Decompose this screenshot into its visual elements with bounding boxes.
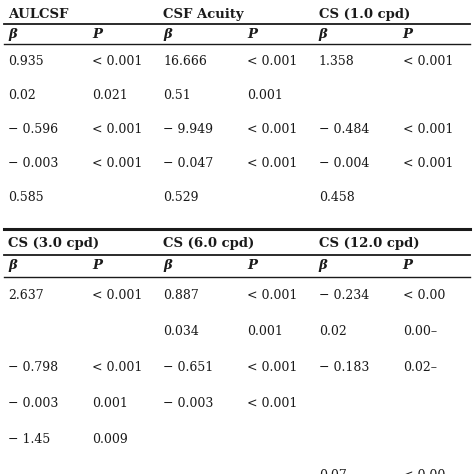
Text: 2.637: 2.637 xyxy=(8,289,44,302)
Text: CS (3.0 cpd): CS (3.0 cpd) xyxy=(8,237,99,250)
Text: P: P xyxy=(92,259,102,272)
Text: − 0.651: − 0.651 xyxy=(164,361,214,374)
Text: − 0.183: − 0.183 xyxy=(319,361,369,374)
Text: 0.585: 0.585 xyxy=(8,191,44,204)
Text: CS (1.0 cpd): CS (1.0 cpd) xyxy=(319,8,410,21)
Text: P: P xyxy=(247,28,257,41)
Text: < 0.001: < 0.001 xyxy=(247,157,298,170)
Text: < 0.00: < 0.00 xyxy=(403,289,445,302)
Text: < 0.001: < 0.001 xyxy=(247,123,298,136)
Text: 0.458: 0.458 xyxy=(319,191,355,204)
Text: β: β xyxy=(164,259,172,272)
Text: − 0.484: − 0.484 xyxy=(319,123,369,136)
Text: β: β xyxy=(8,259,17,272)
Text: 0.02–: 0.02– xyxy=(403,361,437,374)
Text: CS (12.0 cpd): CS (12.0 cpd) xyxy=(319,237,419,250)
Text: < 0.001: < 0.001 xyxy=(247,397,298,410)
Text: − 0.003: − 0.003 xyxy=(164,397,214,410)
Text: < 0.001: < 0.001 xyxy=(92,55,142,68)
Text: 0.887: 0.887 xyxy=(164,289,199,302)
Text: 1.358: 1.358 xyxy=(319,55,355,68)
Text: − 0.047: − 0.047 xyxy=(164,157,214,170)
Text: < 0.001: < 0.001 xyxy=(92,123,142,136)
Text: 0.07: 0.07 xyxy=(319,469,346,474)
Text: 0.935: 0.935 xyxy=(8,55,44,68)
Text: P: P xyxy=(92,28,102,41)
Text: < 0.001: < 0.001 xyxy=(403,157,453,170)
Text: β: β xyxy=(319,259,328,272)
Text: − 0.003: − 0.003 xyxy=(8,157,58,170)
Text: 0.001: 0.001 xyxy=(247,325,283,338)
Text: β: β xyxy=(319,28,328,41)
Text: 16.666: 16.666 xyxy=(164,55,207,68)
Text: 0.00–: 0.00– xyxy=(403,325,437,338)
Text: CS (6.0 cpd): CS (6.0 cpd) xyxy=(164,237,255,250)
Text: β: β xyxy=(164,28,172,41)
Text: < 0.00: < 0.00 xyxy=(403,469,445,474)
Text: P: P xyxy=(247,259,257,272)
Text: < 0.001: < 0.001 xyxy=(247,361,298,374)
Text: − 9.949: − 9.949 xyxy=(164,123,213,136)
Text: 0.02: 0.02 xyxy=(8,89,36,102)
Text: 0.034: 0.034 xyxy=(164,325,199,338)
Text: − 0.596: − 0.596 xyxy=(8,123,58,136)
Text: P: P xyxy=(403,259,413,272)
Text: < 0.001: < 0.001 xyxy=(247,55,298,68)
Text: 0.02: 0.02 xyxy=(319,325,346,338)
Text: AULCSF: AULCSF xyxy=(8,8,68,21)
Text: 0.001: 0.001 xyxy=(247,89,283,102)
Text: − 0.234: − 0.234 xyxy=(319,289,369,302)
Text: 0.021: 0.021 xyxy=(92,89,128,102)
Text: P: P xyxy=(403,28,413,41)
Text: < 0.001: < 0.001 xyxy=(247,289,298,302)
Text: CSF Acuity: CSF Acuity xyxy=(164,8,244,21)
Text: 0.51: 0.51 xyxy=(164,89,191,102)
Text: < 0.001: < 0.001 xyxy=(92,361,142,374)
Text: − 0.004: − 0.004 xyxy=(319,157,369,170)
Text: 0.009: 0.009 xyxy=(92,433,128,446)
Text: < 0.001: < 0.001 xyxy=(92,157,142,170)
Text: < 0.001: < 0.001 xyxy=(403,55,453,68)
Text: < 0.001: < 0.001 xyxy=(403,123,453,136)
Text: − 0.003: − 0.003 xyxy=(8,397,58,410)
Text: − 1.45: − 1.45 xyxy=(8,433,50,446)
Text: < 0.001: < 0.001 xyxy=(92,289,142,302)
Text: 0.001: 0.001 xyxy=(92,397,128,410)
Text: β: β xyxy=(8,28,17,41)
Text: − 0.798: − 0.798 xyxy=(8,361,58,374)
Text: 0.529: 0.529 xyxy=(164,191,199,204)
